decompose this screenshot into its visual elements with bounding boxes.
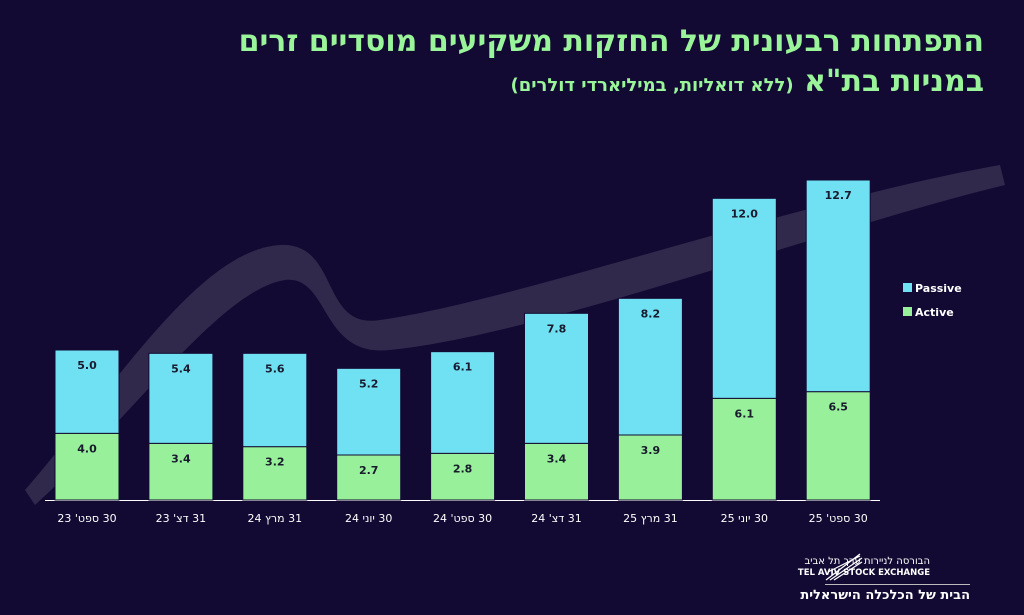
data-label-active: 3.9: [641, 444, 661, 457]
bar-passive: [524, 312, 589, 444]
bar-passive: [54, 349, 120, 434]
data-label-passive: 6.1: [453, 361, 473, 374]
title-subtitle: (ללא דואליות, במיליארדי דולרים): [510, 75, 794, 96]
x-tick-label: 31 דצ' 23: [156, 512, 207, 525]
data-label-passive: 12.7: [825, 189, 852, 202]
bar-passive: [336, 367, 402, 456]
x-tick-label: 31 מרץ 24: [247, 512, 302, 525]
x-tick-label: 31 דצ' 24: [531, 512, 582, 525]
legend-label-passive: Passive: [915, 282, 962, 295]
logo-english-name: TEL AVIV STOCK EXCHANGE: [797, 568, 930, 578]
tase-wave-icon: [825, 553, 863, 581]
data-label-active: 3.2: [265, 456, 285, 469]
data-label-active: 4.0: [77, 442, 97, 455]
logo-slogan: הבית של הכלכלה הישראלית: [800, 588, 970, 603]
x-tick-label: 30 ספט' 23: [57, 512, 116, 525]
data-label-active: 2.7: [359, 464, 379, 477]
title-line-2-main: במניות בת"א: [804, 64, 984, 99]
bar-passive: [242, 352, 308, 448]
bar-passive: [711, 197, 777, 399]
bar-passive: [148, 352, 214, 444]
bar-passive: [617, 297, 683, 436]
legend-swatch-active: [903, 307, 912, 316]
bar-active: [617, 434, 683, 501]
title-line-2: במניות בת"א (ללא דואליות, במיליארדי דולר…: [239, 62, 984, 106]
bar-active: [805, 391, 871, 501]
logo-hebrew-name: הבורסה לניירות ערך תל אביב: [804, 556, 930, 567]
legend-label-active: Active: [915, 306, 954, 319]
bar-active: [336, 454, 402, 501]
x-tick-label: 30 יוני 25: [721, 512, 768, 525]
data-label-active: 6.5: [828, 401, 848, 414]
bar-active: [524, 442, 589, 501]
x-tick-label: 30 ספט' 24: [433, 512, 492, 525]
bar-active: [430, 452, 496, 501]
bar-passive: [430, 351, 496, 454]
x-tick-label: 30 יוני 24: [345, 512, 392, 525]
bar-active: [711, 397, 777, 501]
data-label-active: 3.4: [547, 452, 567, 465]
legend-swatch-passive: [903, 283, 912, 292]
bar-passive: [805, 179, 871, 393]
data-label-active: 2.8: [453, 462, 473, 475]
data-label-active: 3.4: [171, 452, 191, 465]
data-label-active: 6.1: [735, 407, 755, 420]
data-label-passive: 5.6: [265, 362, 285, 375]
data-label-passive: 5.0: [77, 359, 97, 372]
data-label-passive: 7.8: [547, 322, 567, 335]
bar-active: [54, 432, 120, 501]
data-label-passive: 12.0: [731, 207, 758, 220]
data-label-passive: 5.4: [171, 362, 191, 375]
title-line-1: התפתחות רבעונית של החזקות משקיעים מוסדיי…: [238, 24, 984, 59]
x-tick-label: 31 מרץ 25: [623, 512, 678, 525]
data-label-passive: 8.2: [641, 307, 661, 320]
data-label-passive: 5.2: [359, 377, 379, 390]
logo-divider: [825, 584, 970, 585]
x-tick-label: 30 ספט' 25: [809, 512, 868, 525]
bar-active: [242, 446, 308, 501]
chart-title: התפתחות רבעונית של החזקות משקיעים מוסדיי…: [239, 22, 984, 106]
